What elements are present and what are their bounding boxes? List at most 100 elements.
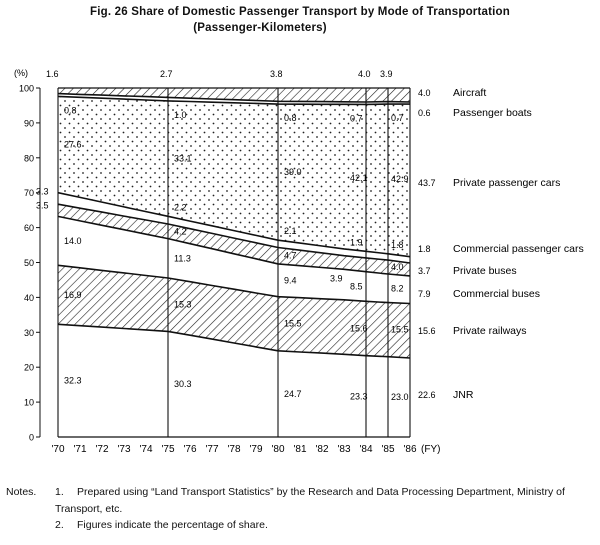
stacked-area-chart: 0 10 20 30 40 50 60 70 80 90 100 (%) '70 '71 '72 '73 '74… [14,68,584,455]
x-tick-label: '73 [117,444,130,455]
x-tick-label: '80 [271,444,284,455]
y-tick-label: 80 [24,153,34,163]
x-tick-label: '84 [359,444,372,455]
note-1-text: Prepared using “Land Transport Statistic… [55,486,565,515]
y-tick-label: 20 [24,363,34,373]
value-label-passenger-boats: 0.7 [350,113,363,123]
x-tick-label: '74 [139,444,152,455]
note-1: 1. Prepared using “Land Transport Statist… [55,484,585,518]
notes-heading: Notes. [6,486,37,498]
value-label-passenger-boats: 1.0 [174,110,187,120]
x-tick-label: '77 [205,444,218,455]
value-label-jnr: 32.3 [64,376,82,386]
value-label-commercial-passenger-cars: 1.9 [350,237,363,247]
y-tick-label: 10 [24,398,34,408]
value-label-aircraft: 4.0 [418,88,431,98]
value-label-private-buses: 3.9 [330,273,343,283]
value-label-aircraft: 3.9 [380,69,393,79]
x-tick-label: '81 [293,444,306,455]
value-label-commercial-buses: 11.3 [174,253,191,263]
y-tick-label: 30 [24,328,34,338]
series-label-jnr: JNR [453,389,474,401]
value-label-jnr: 30.3 [174,379,192,389]
value-label-aircraft: 4.0 [358,69,371,79]
value-label-private-railways: 15.3 [174,300,192,310]
value-label-private-passenger-cars: 27.6 [64,140,82,150]
value-label-commercial-passenger-cars: 2.2 [174,202,187,212]
value-label-private-passenger-cars: 42.9 [391,174,409,184]
series-label-private-railways: Private railways [453,325,527,337]
value-label-private-railways: 15.6 [418,326,436,336]
x-tick-label: '82 [315,444,328,455]
value-label-commercial-buses: 9.4 [284,275,297,285]
x-tick-label: '85 [381,444,394,455]
x-tick-label: '76 [183,444,196,455]
value-label-private-passenger-cars: 33.1 [174,154,192,164]
area-aircraft [58,88,410,102]
value-label-private-buses: 4.2 [174,226,187,236]
series-label-private-passenger-cars: Private passenger cars [453,177,560,189]
note-2: 2. Figures indicate the percentage of sha… [55,519,268,531]
value-label-private-buses: 4.7 [284,251,297,261]
value-label-jnr: 22.6 [418,390,436,400]
boundary-commercial-passenger-cars [57,191,411,258]
y-tick-label: 70 [24,188,34,198]
y-tick-label: 40 [24,293,34,303]
boundary-commercial-buses [57,215,411,277]
x-axis-unit: (FY) [421,444,440,455]
value-label-commercial-passenger-cars: 3.3 [36,186,49,196]
boundary-private-buses [57,203,411,264]
value-label-private-railways: 16.9 [64,290,82,300]
x-tick-label: '70 [51,444,64,455]
note-2-text: Figures indicate the percentage of share… [77,519,268,531]
value-label-passenger-boats: 0.8 [64,105,77,115]
value-label-private-buses: 3.5 [36,200,49,210]
value-label-passenger-boats: 0.7 [391,113,404,123]
chart-title: Fig. 26 Share of Domestic Passenger Tran… [90,6,510,18]
value-label-private-railways: 15.5 [391,325,409,335]
value-label-commercial-passenger-cars: 1.8 [418,244,431,254]
x-tick-label: '72 [95,444,108,455]
value-label-commercial-buses: 14.0 [64,236,82,246]
value-label-aircraft: 1.6 [46,69,59,79]
value-label-aircraft: 2.7 [160,69,173,79]
area-private-railways [58,265,410,358]
boundary-private-railways [57,264,411,305]
boundary-passenger-boats [57,92,411,103]
value-label-private-railways: 15.6 [350,324,368,334]
value-label-private-buses: 4.0 [391,262,404,272]
value-label-jnr: 23.0 [391,392,409,402]
series-label-aircraft: Aircraft [453,87,486,99]
y-tick-label: 100 [19,84,34,94]
area-commercial-passenger-cars [58,192,410,263]
series-label-passenger-boats: Passenger boats [453,107,532,119]
boundary-jnr [57,323,411,359]
value-label-private-railways: 15.5 [284,319,302,329]
area-private-passenger-cars [58,96,410,257]
value-label-commercial-buses: 8.2 [391,283,404,293]
x-tick-label: '75 [161,444,174,455]
y-tick-label: 90 [24,118,34,128]
area-commercial-buses [58,216,410,304]
area-jnr [58,324,410,437]
x-tick-label: '71 [73,444,86,455]
value-label-commercial-passenger-cars: 1.8 [391,240,404,250]
boundary-private-passenger-cars [57,95,410,106]
value-label-jnr: 24.7 [284,389,302,399]
series-label-private-buses: Private buses [453,265,517,277]
series-label-commercial-passenger-cars: Commercial passenger cars [453,243,584,255]
chart-subtitle: (Passenger-Kilometers) [193,22,327,34]
value-label-private-passenger-cars: 43.7 [418,178,436,188]
x-tick-label: '79 [249,444,262,455]
x-tick-label: '86 [403,444,416,455]
value-label-aircraft: 3.8 [270,69,283,79]
note-2-number: 2. [55,519,64,531]
series-label-commercial-buses: Commercial buses [453,288,540,300]
y-axis-unit: (%) [14,68,28,78]
value-label-commercial-buses: 7.9 [418,289,431,299]
note-1-number: 1. [55,486,64,498]
value-label-passenger-boats: 0.6 [418,108,431,118]
x-tick-label: '78 [227,444,240,455]
value-label-private-passenger-cars: 39.0 [284,167,302,177]
value-label-private-buses: 3.7 [418,266,431,276]
